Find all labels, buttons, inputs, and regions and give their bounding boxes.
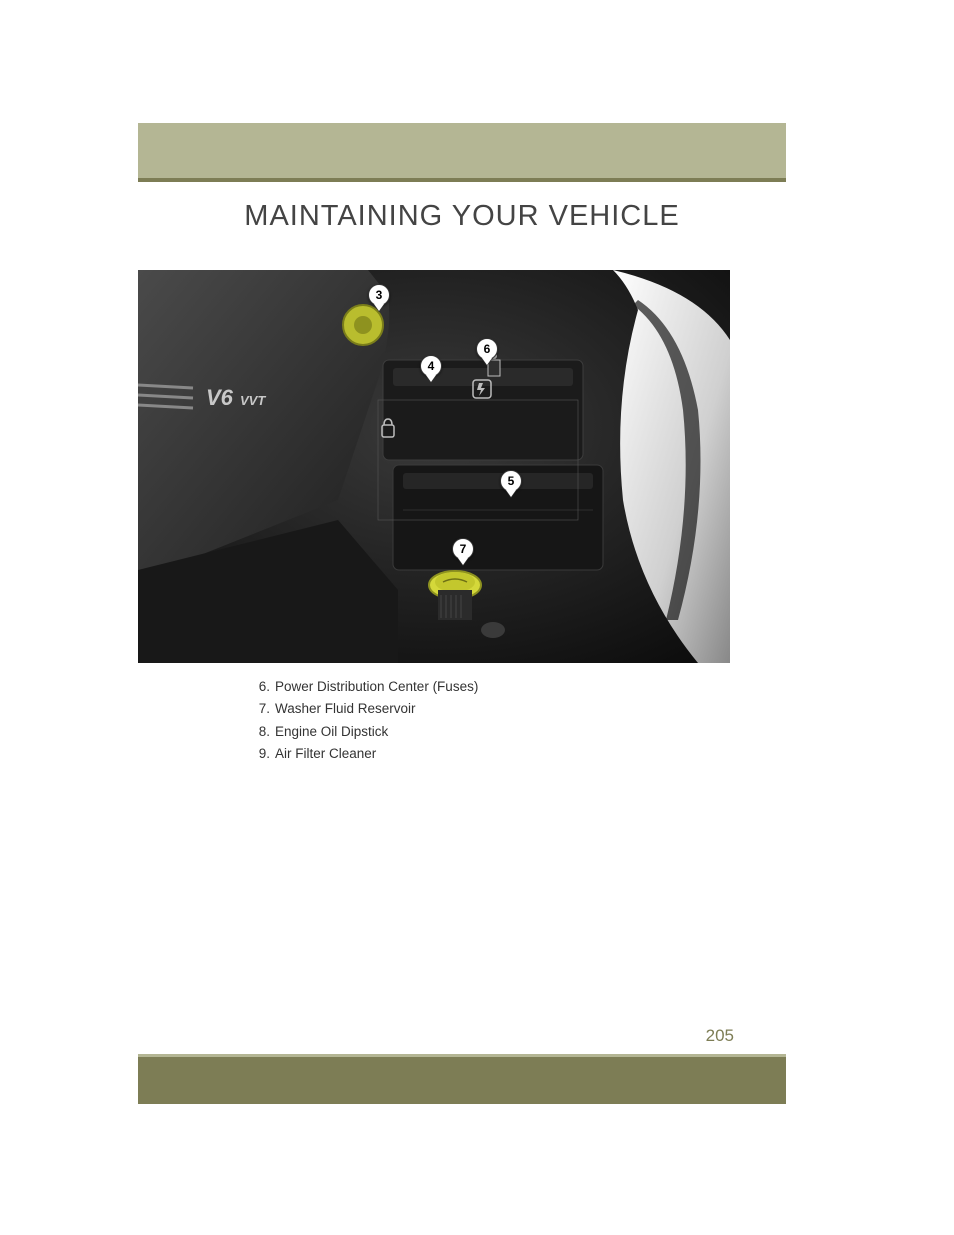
legend-label: Engine Oil Dipstick <box>275 721 388 743</box>
callout-bubble: 3 <box>368 284 390 306</box>
callout-bubble: 5 <box>500 470 522 492</box>
engine-badge-text: V6 <box>206 385 234 410</box>
header-band <box>138 123 786 182</box>
figure-legend: 6. Power Distribution Center (Fuses) 7. … <box>252 676 478 765</box>
svg-text:VVT: VVT <box>240 393 266 408</box>
callout-7: 7 <box>452 538 474 564</box>
legend-label: Washer Fluid Reservoir <box>275 698 416 720</box>
callout-4: 4 <box>420 355 442 381</box>
legend-item: 6. Power Distribution Center (Fuses) <box>252 676 478 698</box>
legend-item: 9. Air Filter Cleaner <box>252 743 478 765</box>
engine-illustration: V6 VVT <box>138 270 730 663</box>
callout-bubble: 7 <box>452 538 474 560</box>
legend-item: 7. Washer Fluid Reservoir <box>252 698 478 720</box>
legend-number: 7. <box>252 698 270 720</box>
section-title: MAINTAINING YOUR VEHICLE <box>138 200 786 233</box>
footer-band <box>138 1054 786 1104</box>
callout-bubble: 4 <box>420 355 442 377</box>
legend-number: 6. <box>252 676 270 698</box>
legend-number: 8. <box>252 721 270 743</box>
callout-3: 3 <box>368 284 390 310</box>
callout-5: 5 <box>500 470 522 496</box>
page-number: 205 <box>138 1026 786 1054</box>
callout-bubble: 6 <box>476 338 498 360</box>
page-footer: 205 <box>138 1026 786 1104</box>
page-header: MAINTAINING YOUR VEHICLE <box>138 123 786 233</box>
legend-label: Air Filter Cleaner <box>275 743 376 765</box>
callout-6: 6 <box>476 338 498 364</box>
legend-number: 9. <box>252 743 270 765</box>
engine-bay-figure: V6 VVT <box>138 270 730 663</box>
legend-item: 8. Engine Oil Dipstick <box>252 721 478 743</box>
legend-label: Power Distribution Center (Fuses) <box>275 676 478 698</box>
